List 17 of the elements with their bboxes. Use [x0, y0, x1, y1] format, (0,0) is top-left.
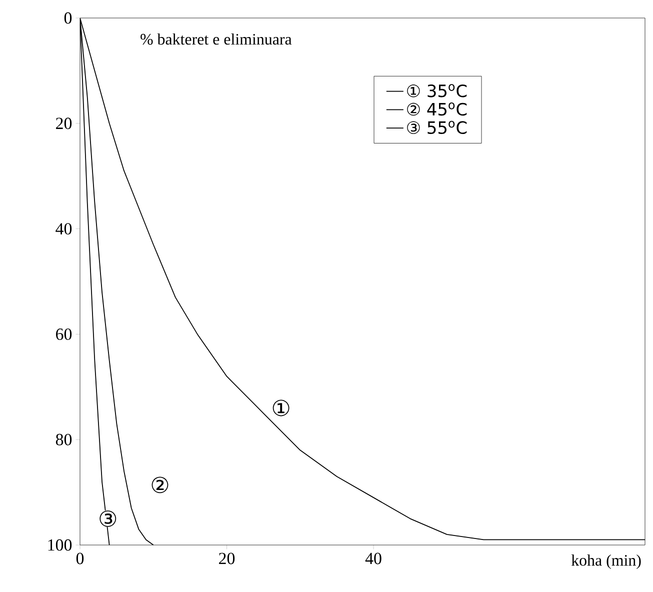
annotation: ① [272, 400, 290, 416]
annotation: ② [152, 476, 168, 494]
x-tick-label: 20 [219, 552, 235, 564]
annotation: ③ [100, 510, 116, 527]
y-tick-label: 20 [56, 118, 72, 130]
x-tick-label: 40 [365, 552, 382, 564]
legend-label: ③ 55$^{o}$C [407, 120, 467, 134]
y-tick-label: 60 [56, 328, 72, 340]
y-axis-title: % bakteret e eliminuara [140, 33, 292, 45]
x-axis-title: koha (min) [571, 554, 641, 569]
legend-label: ② 45$^{o}$C [407, 102, 467, 116]
y-tick-label: 80 [56, 434, 72, 446]
y-tick-label: 40 [56, 223, 72, 235]
y-tick-label: 0 [64, 12, 72, 24]
y-tick-label: 100 [48, 539, 72, 551]
x-tick-label: 0 [76, 552, 84, 564]
legend-label: ① 35$^{o}$C [407, 84, 467, 98]
